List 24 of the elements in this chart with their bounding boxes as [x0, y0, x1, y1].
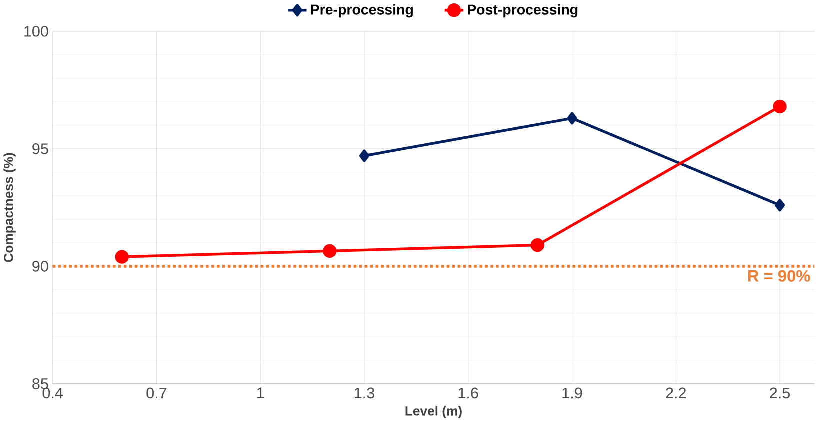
point [115, 250, 129, 264]
point [774, 199, 786, 212]
point [773, 100, 787, 114]
y-tick-label: 95 [32, 144, 48, 154]
y-tick-label: 85 [32, 378, 48, 390]
x-tick-label: 0.4 [42, 388, 64, 399]
point [567, 112, 578, 125]
legend-label: Post-processing [468, 4, 578, 18]
point [323, 244, 337, 258]
point [359, 150, 370, 162]
point [530, 238, 544, 252]
x-axis-title: Level (m) [406, 406, 462, 418]
y-tick-label: 90 [32, 260, 48, 272]
ref-line-label: R = 90% [748, 270, 810, 282]
legend-label: Pre-processing [311, 4, 413, 18]
x-tick-label: 1.9 [562, 388, 582, 399]
x-tick-label: 2.5 [770, 388, 790, 399]
x-tick-label: 1.6 [458, 388, 478, 399]
x-tick-label: 1.3 [355, 388, 374, 399]
x-tick-label: 1 [258, 388, 264, 398]
y-axis-title: Compactness (%) [4, 153, 16, 262]
y-tick-label: 100 [24, 26, 48, 37]
x-tick-label: 2.2 [666, 388, 686, 398]
x-tick-label: 0.7 [146, 388, 167, 399]
